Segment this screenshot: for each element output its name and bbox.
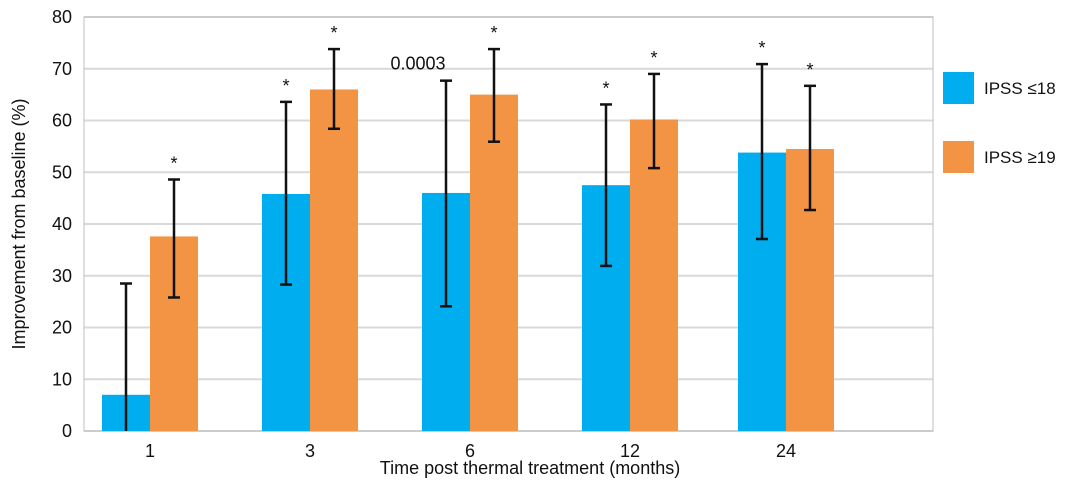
legend-label: IPSS ≥19 (984, 148, 1056, 167)
y-tick-label: 20 (52, 318, 72, 338)
legend-swatch (943, 72, 974, 104)
error-bar (600, 103, 612, 268)
significance-star: * (282, 76, 289, 96)
x-tick-label: 24 (776, 441, 796, 461)
legend-label: IPSS ≤18 (984, 79, 1056, 98)
y-tick-label: 40 (52, 214, 72, 234)
x-tick-label: 12 (620, 441, 640, 461)
bar-ipss-ge19 (630, 119, 678, 431)
significance-star: * (758, 38, 765, 58)
significance-star: * (170, 153, 177, 173)
error-bar (756, 62, 768, 241)
x-axis-label: Time post thermal treatment (months) (380, 458, 680, 478)
significance-star: * (806, 60, 813, 80)
error-bar (804, 84, 816, 212)
x-tick-label: 1 (145, 441, 155, 461)
bars (102, 89, 834, 431)
y-tick-label: 30 (52, 266, 72, 286)
x-tick-label: 3 (305, 441, 315, 461)
legend-swatch (943, 141, 974, 173)
significance-star: * (602, 78, 609, 98)
y-tick-label: 80 (52, 7, 72, 27)
error-bars (120, 47, 816, 431)
x-axis-ticks: 1 3 6 12 24 (145, 441, 796, 461)
x-tick-label: 6 (465, 441, 475, 461)
error-bar (328, 47, 340, 131)
y-axis-ticks: 0 10 20 30 40 50 60 70 80 (52, 7, 72, 441)
y-tick-label: 50 (52, 162, 72, 182)
significance-star: * (490, 23, 497, 43)
error-bar (280, 100, 292, 286)
annotations: * 0.0003 * * * * * * * (170, 23, 813, 173)
error-bar (488, 47, 500, 143)
bar-ipss-ge19 (470, 94, 518, 431)
error-bar (168, 178, 180, 299)
significance-star: * (330, 23, 337, 43)
error-bar (120, 282, 132, 431)
error-bar (648, 72, 660, 170)
legend: IPSS ≤18 IPSS ≥19 (943, 72, 1056, 173)
bar-ipss-ge19 (310, 89, 358, 431)
significance-star: * (650, 48, 657, 68)
y-tick-label: 0 (62, 421, 72, 441)
y-axis-label: Improvement from baseline (%) (9, 98, 29, 349)
p-value-label: 0.0003 (390, 54, 445, 74)
y-tick-label: 70 (52, 59, 72, 79)
y-tick-label: 60 (52, 111, 72, 131)
y-tick-label: 10 (52, 369, 72, 389)
error-bar (440, 79, 452, 308)
